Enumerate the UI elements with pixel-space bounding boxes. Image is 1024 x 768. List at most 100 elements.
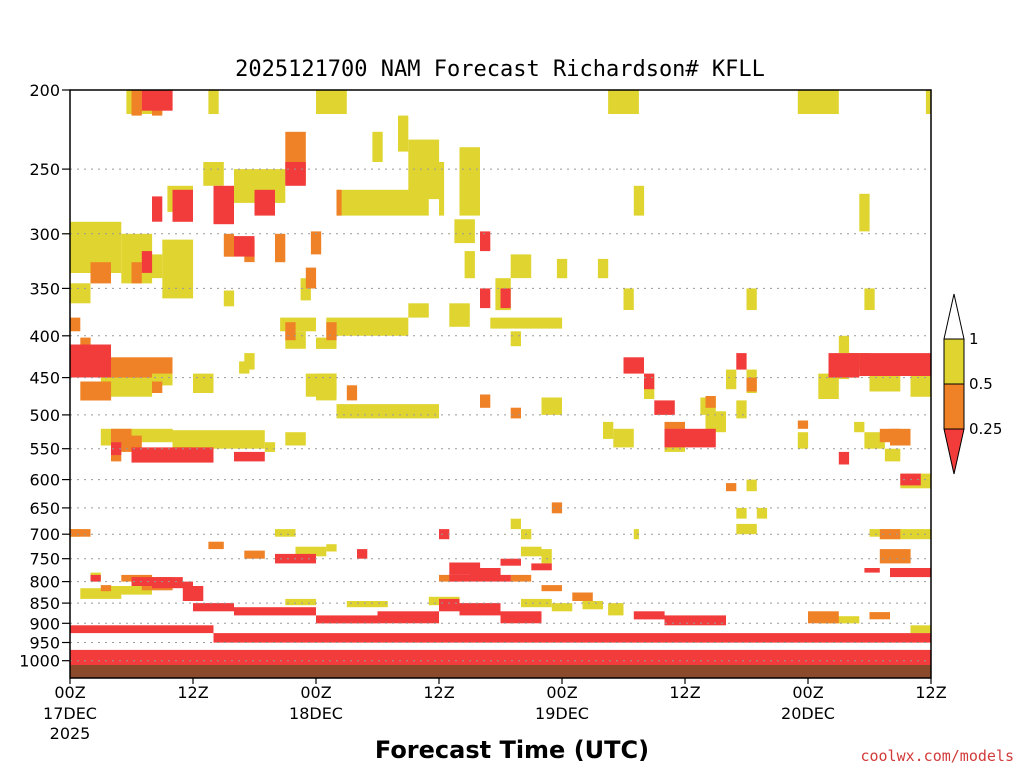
y-tick-label: 900 bbox=[29, 614, 60, 633]
heatmap-cell bbox=[193, 373, 214, 393]
heatmap-cell bbox=[746, 377, 757, 392]
heatmap-cell bbox=[377, 611, 439, 624]
heatmap-cell bbox=[859, 353, 932, 376]
colorbar-bottom-triangle bbox=[943, 428, 965, 475]
heatmap-cell bbox=[244, 353, 255, 370]
heatmap-cell bbox=[890, 568, 931, 578]
heatmap-cell bbox=[726, 483, 737, 492]
heatmap-cell bbox=[326, 317, 409, 336]
heatmap-cell bbox=[736, 353, 747, 370]
heatmap-cell bbox=[131, 577, 183, 586]
heatmap-cell bbox=[346, 601, 388, 608]
heatmap-cell bbox=[100, 373, 153, 397]
heatmap-cell bbox=[736, 523, 757, 535]
heatmap-cell bbox=[70, 283, 91, 304]
heatmap-cell bbox=[664, 428, 685, 448]
heatmap-cell bbox=[808, 611, 839, 624]
x-tick-date: 18DEC bbox=[289, 704, 343, 723]
heatmap-cell bbox=[208, 90, 219, 114]
heatmap-cell bbox=[613, 428, 634, 448]
heatmap-cell bbox=[346, 385, 358, 401]
heatmap-cell bbox=[70, 344, 111, 378]
heatmap-cell bbox=[439, 162, 445, 216]
ground-bar bbox=[70, 665, 931, 678]
y-tick-label: 850 bbox=[29, 594, 60, 613]
heatmap-cell bbox=[879, 549, 911, 564]
x-tick-label: 12Z bbox=[423, 683, 454, 702]
heatmap-cell bbox=[213, 633, 931, 643]
heatmap-cells bbox=[70, 90, 932, 675]
heatmap-cell bbox=[111, 357, 152, 378]
heatmap-cell bbox=[372, 131, 383, 162]
heatmap-cell bbox=[316, 373, 337, 401]
heatmap-cell bbox=[80, 588, 122, 599]
heatmap-cell bbox=[510, 574, 532, 582]
heatmap-cell bbox=[480, 288, 491, 309]
heatmap-cell bbox=[859, 193, 870, 232]
heatmap-cell bbox=[541, 397, 562, 415]
heatmap-cell bbox=[152, 357, 173, 374]
watermark: coolwx.com/models bbox=[860, 747, 1014, 765]
heatmap-cell bbox=[490, 317, 563, 329]
heatmap-cell bbox=[152, 581, 193, 589]
heatmap-cell bbox=[70, 529, 91, 537]
heatmap-cell bbox=[193, 603, 234, 612]
heatmap-cell bbox=[756, 507, 768, 519]
heatmap-cell bbox=[654, 400, 675, 415]
heatmap-cell bbox=[746, 288, 757, 310]
heatmap-cell bbox=[531, 563, 552, 571]
x-tick-date: 20DEC bbox=[781, 704, 835, 723]
plot-frame bbox=[69, 89, 932, 679]
heatmap-cell bbox=[521, 598, 552, 608]
x-tick-date: 17DEC bbox=[43, 704, 97, 723]
y-tick-label: 550 bbox=[29, 440, 60, 459]
heatmap-cell bbox=[864, 432, 885, 449]
heatmap-cell bbox=[234, 236, 255, 257]
heatmap-cell bbox=[869, 529, 880, 537]
heatmap-cell bbox=[500, 611, 542, 624]
heatmap-cell bbox=[464, 251, 475, 279]
heatmap-cell bbox=[500, 558, 521, 566]
heatmap-cell bbox=[336, 189, 429, 216]
heatmap-cell bbox=[111, 442, 122, 456]
heatmap-cell bbox=[582, 601, 603, 610]
heatmap-cell bbox=[459, 603, 501, 616]
heatmap-cell bbox=[439, 598, 460, 612]
heatmap-cell bbox=[162, 239, 194, 299]
x-tick-label: 12Z bbox=[915, 683, 946, 702]
heatmap-cell bbox=[285, 598, 317, 606]
heatmap-cell bbox=[608, 603, 624, 616]
heatmap-cell bbox=[90, 262, 111, 284]
x-tick-label: 12Z bbox=[669, 683, 700, 702]
colorbar: 1 0.5 0.25 bbox=[943, 293, 1002, 475]
heatmap-cell bbox=[510, 254, 532, 279]
heatmap-cell bbox=[854, 421, 865, 433]
x-tick-label: 12Z bbox=[177, 683, 208, 702]
heatmap-cell bbox=[70, 625, 214, 634]
heatmap-cell bbox=[510, 407, 521, 419]
heatmap-cell bbox=[316, 615, 378, 624]
heatmap-cell bbox=[623, 288, 634, 310]
y-axis: 200 250 300 350 400 450 500 550 600 650 700 750 800 8… bbox=[19, 81, 70, 671]
heatmap-cell bbox=[603, 421, 614, 439]
chart-title: 2025121700 NAM Forecast Richardson# KFLL bbox=[235, 57, 765, 82]
heatmap-cell bbox=[480, 394, 491, 408]
heatmap-cell bbox=[869, 373, 901, 392]
heatmap-cell bbox=[633, 529, 639, 540]
heatmap-cell bbox=[234, 451, 265, 462]
heatmap-cell bbox=[152, 254, 163, 279]
colorbar-label: 0.25 bbox=[969, 420, 1002, 438]
x-tick-label: 00Z bbox=[300, 683, 331, 702]
heatmap-cell bbox=[633, 611, 665, 620]
heatmap-cell bbox=[469, 568, 501, 578]
x-tick-year: 2025 bbox=[50, 724, 91, 743]
heatmap-cell bbox=[500, 288, 511, 309]
heatmap-cell bbox=[131, 262, 142, 284]
heatmap-cell bbox=[705, 396, 716, 408]
heatmap-cell bbox=[510, 518, 521, 530]
heatmap-cell bbox=[910, 625, 931, 634]
heatmap-cell bbox=[285, 322, 296, 341]
heatmap-cell bbox=[890, 428, 911, 446]
heatmap-cell bbox=[572, 592, 593, 601]
